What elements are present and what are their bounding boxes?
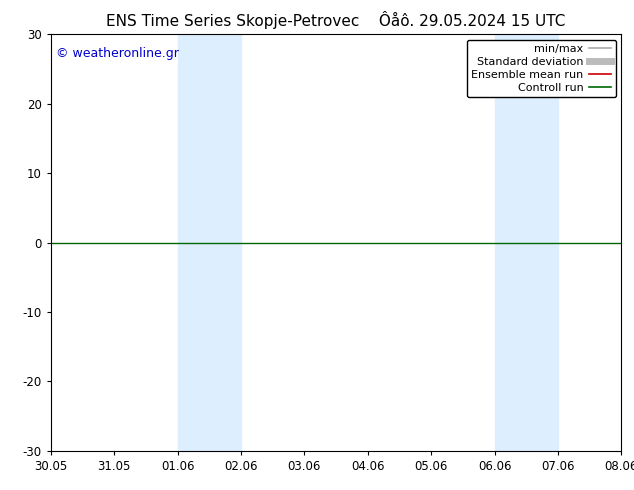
Title: ENS Time Series Skopje-Petrovec    Ôåô. 29.05.2024 15 UTC: ENS Time Series Skopje-Petrovec Ôåô. 29.… [107,11,566,29]
Bar [178,34,241,451]
Legend: min/max, Standard deviation, Ensemble mean run, Controll run: min/max, Standard deviation, Ensemble me… [467,40,616,97]
Text: © weatheronline.gr: © weatheronline.gr [56,47,179,60]
Bar [495,34,558,451]
